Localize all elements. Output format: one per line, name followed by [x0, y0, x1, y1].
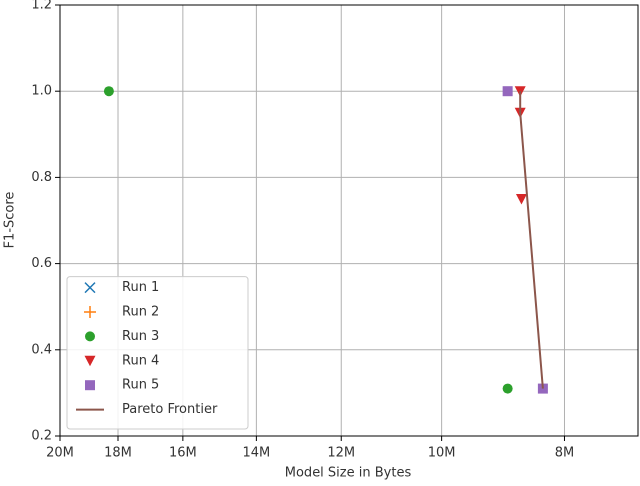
y-tick-label: 1.0	[31, 84, 52, 99]
y-tick-label: 0.8	[31, 170, 52, 185]
point	[502, 86, 513, 97]
legend-box	[66, 276, 249, 430]
legend-label: Run 3	[122, 329, 159, 344]
legend-label: Run 1	[122, 280, 159, 295]
x-tick-label: 10M	[428, 446, 456, 461]
legend-marker	[85, 380, 95, 391]
point	[515, 193, 527, 205]
y-tick-label: 0.2	[31, 429, 52, 444]
legend-label: Run 4	[122, 353, 159, 368]
x-axis-label: Model Size in Bytes	[285, 466, 412, 481]
x-tick-label: 20M	[46, 446, 74, 461]
x-tick-label: 12M	[327, 446, 355, 461]
legend-marker	[84, 306, 96, 318]
plot-frame	[59, 4, 639, 437]
legend-label: Run 2	[122, 305, 159, 320]
y-tick-label: 0.4	[31, 342, 52, 357]
x-tick-label: 14M	[242, 446, 270, 461]
legend-marker	[84, 355, 96, 367]
pareto-line	[519, 91, 544, 389]
y-axis-label: F1-Score	[3, 192, 18, 249]
x-tick-label: 16M	[169, 446, 197, 461]
legend-marker	[84, 282, 96, 294]
legend-label: Run 5	[122, 378, 159, 393]
point	[502, 383, 513, 394]
x-tick-label: 18M	[104, 446, 132, 461]
legend-marker	[85, 331, 95, 342]
y-tick-label: 0.6	[31, 256, 52, 271]
legend-label: Pareto Frontier	[122, 402, 218, 417]
y-tick-label: 1.2	[31, 0, 52, 13]
x-tick-label: 8M	[555, 446, 575, 461]
point	[103, 86, 114, 97]
legend: Run 1 Run 2 Run 3 Run 4 Run 5 Pareto Frontier	[66, 276, 249, 430]
